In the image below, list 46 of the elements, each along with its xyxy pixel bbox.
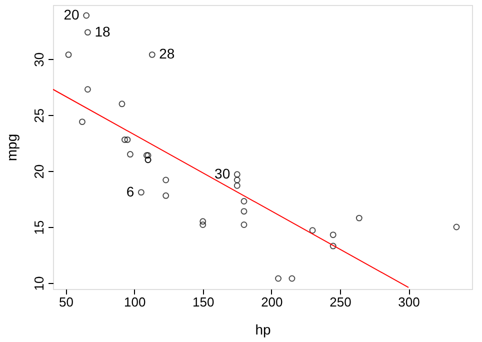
annotation: 30 bbox=[214, 165, 230, 182]
x-tick-label: 300 bbox=[398, 294, 420, 310]
y-tick-label: 10 bbox=[32, 276, 46, 291]
y-tick-label: 25 bbox=[32, 108, 46, 123]
annotation: 18 bbox=[94, 23, 110, 40]
point bbox=[234, 182, 240, 189]
point bbox=[121, 136, 128, 143]
point bbox=[124, 136, 131, 143]
point bbox=[162, 176, 170, 184]
point bbox=[118, 100, 126, 108]
point bbox=[200, 222, 206, 228]
y-tick-label: 20 bbox=[32, 164, 46, 179]
point bbox=[275, 275, 282, 282]
point bbox=[200, 218, 206, 225]
annotation: 28 bbox=[159, 46, 175, 62]
annotation: 20 bbox=[64, 6, 80, 23]
x-tick-label: 100 bbox=[124, 294, 146, 310]
point bbox=[453, 224, 460, 230]
point bbox=[234, 176, 240, 184]
point bbox=[84, 29, 91, 36]
point bbox=[309, 227, 316, 234]
point bbox=[78, 118, 86, 126]
point bbox=[126, 151, 134, 158]
point bbox=[138, 189, 144, 196]
y-tick-label: 30 bbox=[32, 52, 46, 67]
point bbox=[234, 171, 240, 178]
point bbox=[240, 198, 248, 205]
point bbox=[330, 242, 336, 250]
point bbox=[162, 192, 170, 199]
point bbox=[288, 275, 296, 282]
x-tick-label: 200 bbox=[261, 294, 283, 310]
y-tick-label: 15 bbox=[32, 220, 46, 235]
point bbox=[84, 86, 91, 93]
point bbox=[148, 51, 156, 58]
point bbox=[240, 222, 248, 228]
x-tick-label: 150 bbox=[192, 294, 214, 310]
annotation: 6 bbox=[126, 183, 134, 200]
point bbox=[83, 12, 90, 19]
x-tick-label: 50 bbox=[59, 294, 74, 310]
y-axis-title: mpg bbox=[4, 134, 20, 162]
x-axis-title: hp bbox=[255, 322, 271, 338]
point bbox=[330, 232, 336, 238]
point bbox=[356, 214, 362, 222]
point bbox=[65, 51, 72, 58]
point bbox=[240, 208, 248, 215]
x-tick-label: 250 bbox=[330, 294, 352, 310]
